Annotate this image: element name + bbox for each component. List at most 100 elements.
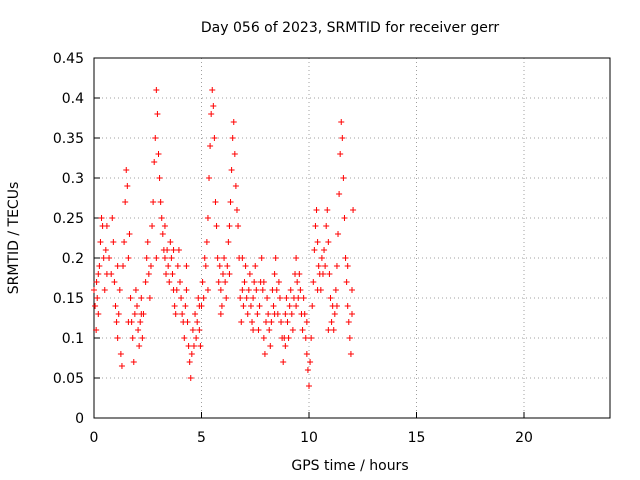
- data-point: [157, 199, 164, 205]
- data-point: [177, 279, 183, 285]
- data-point: [150, 199, 157, 205]
- data-point: [188, 351, 195, 357]
- data-point: [229, 135, 236, 141]
- data-point: [238, 319, 245, 325]
- data-point: [183, 263, 190, 269]
- data-point: [318, 255, 325, 261]
- y-tick-label: 0.1: [62, 331, 84, 347]
- data-point: [233, 207, 240, 213]
- data-point: [272, 255, 279, 261]
- data-point: [239, 255, 246, 261]
- data-point: [155, 151, 162, 157]
- data-point: [340, 175, 347, 181]
- data-point: [275, 279, 282, 285]
- data-point: [339, 135, 346, 141]
- data-point: [280, 359, 287, 365]
- data-point: [132, 287, 139, 293]
- data-point: [166, 279, 173, 285]
- data-point: [143, 255, 150, 261]
- data-point: [106, 255, 113, 261]
- data-point: [271, 271, 278, 277]
- data-point: [259, 287, 266, 293]
- data-point: [327, 295, 334, 301]
- data-point: [169, 271, 176, 277]
- data-point: [202, 263, 209, 269]
- data-point: [306, 383, 312, 389]
- data-point: [138, 295, 145, 301]
- data-point: [235, 223, 242, 229]
- data-point: [134, 303, 140, 309]
- data-point: [124, 183, 131, 189]
- data-point: [282, 311, 289, 317]
- data-point: [214, 255, 221, 261]
- data-point: [113, 319, 120, 325]
- data-point: [94, 295, 101, 301]
- data-point: [222, 279, 229, 285]
- data-point: [146, 295, 153, 301]
- data-point: [184, 319, 191, 325]
- data-point: [118, 363, 125, 369]
- data-point: [172, 311, 179, 317]
- data-point: [187, 375, 194, 381]
- data-point: [349, 287, 355, 293]
- data-point: [300, 295, 307, 301]
- data-point: [349, 311, 355, 317]
- data-point: [109, 215, 116, 221]
- data-point: [341, 215, 348, 221]
- data-point: [252, 263, 259, 269]
- data-point: [301, 311, 308, 317]
- data-point: [127, 295, 134, 301]
- data-point: [139, 335, 146, 341]
- data-point: [245, 287, 252, 293]
- data-point: [93, 279, 100, 285]
- data-point: [304, 367, 311, 373]
- data-point: [114, 263, 121, 269]
- data-point: [243, 295, 250, 301]
- y-tick-label: 0.3: [62, 171, 84, 187]
- data-point: [253, 287, 260, 293]
- data-point: [331, 311, 338, 317]
- data-point: [287, 287, 294, 293]
- data-point: [242, 263, 249, 269]
- grid-lines: [93, 57, 610, 419]
- data-point: [179, 311, 186, 317]
- data-point: [256, 303, 263, 309]
- data-point: [338, 119, 345, 125]
- x-tick-label: 20: [515, 430, 533, 446]
- data-point: [100, 255, 107, 261]
- data-point: [183, 287, 190, 293]
- data-point: [314, 239, 321, 245]
- data-point: [260, 335, 267, 341]
- data-point: [270, 303, 277, 309]
- data-point: [186, 359, 193, 365]
- y-tick-label: 0.05: [53, 371, 84, 387]
- x-tick-label: 10: [300, 430, 318, 446]
- data-point: [293, 303, 300, 309]
- data-point: [302, 335, 309, 341]
- data-point: [285, 335, 292, 341]
- data-point: [190, 343, 197, 349]
- data-point: [159, 231, 166, 237]
- data-point: [263, 319, 269, 325]
- data-point: [212, 199, 219, 205]
- data-point: [250, 295, 257, 301]
- data-point: [175, 247, 182, 253]
- data-point: [294, 279, 301, 285]
- data-point: [102, 247, 109, 253]
- data-point: [161, 223, 168, 229]
- y-tick-labels: 0 0.05 0.1 0.15 0.2 0.25 0.3 0.35 0.4 0.45: [53, 51, 84, 427]
- data-point: [226, 223, 233, 229]
- data-point: [147, 263, 154, 269]
- data-point: [330, 327, 337, 333]
- data-point: [112, 303, 119, 309]
- y-tick-label: 0.45: [53, 51, 84, 67]
- data-points: [91, 87, 357, 389]
- data-point: [344, 263, 351, 269]
- data-point: [232, 183, 239, 189]
- data-point: [267, 343, 274, 349]
- data-point: [174, 263, 181, 269]
- data-point: [200, 295, 207, 301]
- data-point: [125, 319, 132, 325]
- data-point: [350, 207, 357, 213]
- data-point: [286, 303, 293, 309]
